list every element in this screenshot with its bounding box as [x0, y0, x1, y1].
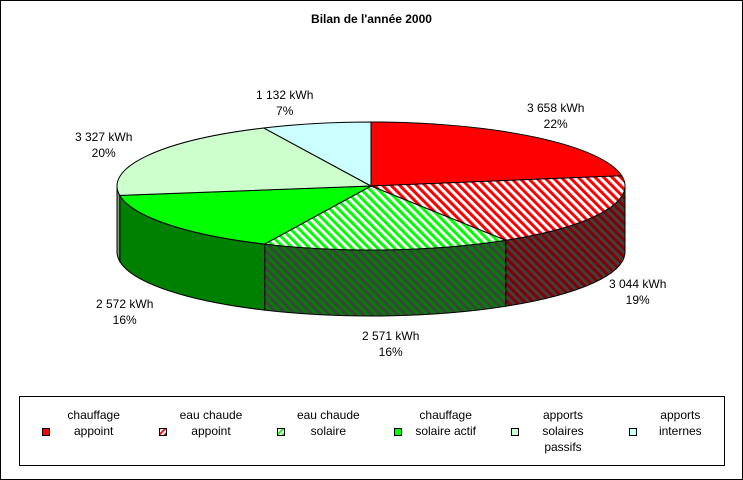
legend-label-line: apports: [542, 408, 583, 422]
pie-side-eau-chaude-solaire: [264, 239, 507, 317]
pie-slice-chauffage-solaire-actif: [118, 185, 372, 245]
legend-label-line: chauffage: [67, 408, 120, 422]
pie-slice-eau-chaude-appoint: [370, 175, 626, 241]
legend-label-line: solaire actif: [415, 424, 477, 438]
legend-label-line: appoint: [73, 424, 114, 438]
legend: chauffage appoint eau chaude appoint eau cha…: [19, 396, 725, 466]
legend-label-line: solaire: [310, 424, 346, 438]
slice-label-eau-chaude-appoint: 3 044 kWh 19%: [609, 277, 667, 307]
legend-item-apports-internes: apports internes: [637, 407, 724, 439]
pie-side-apports-solaires-passifs: [116, 185, 121, 264]
legend-label-line: eau chaude: [296, 408, 360, 422]
legend-item-eau-chaude-appoint: eau chaude appoint: [167, 407, 254, 439]
legend-item-chauffage-appoint: chauffage appoint: [50, 407, 137, 439]
legend-swatch-apports-internes: [628, 428, 637, 436]
chart-title: Bilan de l'année 2000: [311, 12, 432, 26]
legend-swatch-chauffage-appoint: [42, 428, 50, 436]
legend-label-line: eau chaude: [179, 408, 243, 422]
pie-slice-eau-chaude-solaire: [263, 185, 508, 251]
slice-label-chauffage-appoint: 3 658 kWh 22%: [527, 101, 585, 131]
legend-swatch-apports-solaires-passifs: [511, 428, 520, 436]
legend-item-eau-chaude-solaire: eau chaude solaire: [285, 407, 372, 439]
legend-label-line: internes: [658, 424, 702, 438]
legend-swatch-eau-chaude-appoint: [159, 428, 168, 436]
slice-label-apports-internes: 1 132 kWh 7%: [256, 88, 314, 118]
legend-label-line: solaires: [542, 424, 584, 438]
pie-slice-apports-solaires-passifs: [116, 127, 373, 196]
slice-label-chauffage-solaire-actif: 2 572 kWh 16%: [96, 297, 154, 327]
slice-label-eau-chaude-solaire: 2 571 kWh 16%: [362, 329, 420, 359]
legend-label-line: chauffage: [419, 408, 472, 422]
legend-swatch-chauffage-solaire-actif: [394, 428, 402, 436]
legend-item-chauffage-solaire-actif: chauffage solaire actif: [402, 407, 489, 439]
legend-label-line: apports: [660, 408, 701, 422]
legend-item-apports-solaires-passifs: apports solaires passifs: [519, 407, 606, 455]
legend-label-line: passifs: [544, 440, 582, 454]
slice-label-apports-solaires-passifs: 3 327 kWh 20%: [75, 130, 133, 160]
pie-slice-apports-internes: [262, 121, 372, 187]
legend-swatch-eau-chaude-solaire: [276, 428, 285, 436]
legend-label-line: appoint: [191, 424, 231, 438]
pie-slice-chauffage-appoint: [370, 121, 623, 187]
